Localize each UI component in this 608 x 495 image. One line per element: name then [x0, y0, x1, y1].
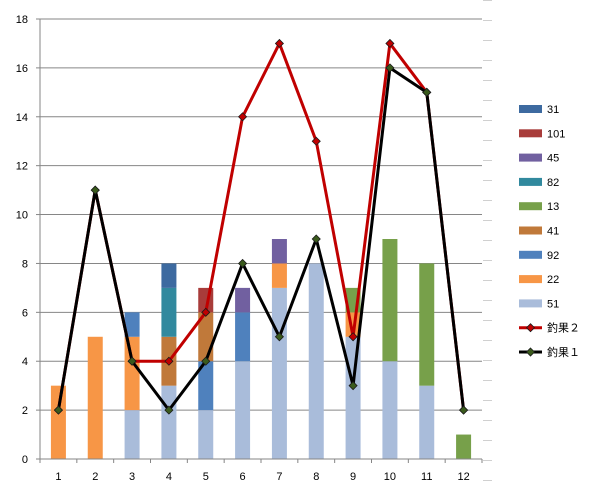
y-tick-label: 14: [16, 112, 28, 124]
y-tick-label: 18: [16, 14, 28, 26]
point-釣果１: [127, 356, 137, 366]
x-tick-label: 8: [313, 471, 319, 483]
x-tick-label: 4: [166, 471, 172, 483]
gridlines: [40, 18, 482, 411]
legend-swatch: [519, 129, 542, 138]
point-釣果２: [385, 38, 395, 49]
y-axis-ticks: 0 2 4 6 8 10 12 14 16 18: [16, 14, 28, 466]
legend: 31 101 45 82 13 41 92 22 51 釣果２ 釣果１: [519, 104, 580, 359]
y-tick-label: 8: [22, 258, 28, 270]
point-釣果２: [238, 112, 248, 122]
point-釣果２: [348, 332, 358, 342]
x-tick-label: 1: [55, 471, 61, 483]
legend-swatch: [519, 177, 542, 186]
legend-label: 101: [547, 128, 565, 140]
bar-segment-82: [161, 287, 177, 337]
bar-segment-51: [419, 385, 435, 459]
bar-segment-22: [87, 336, 103, 459]
point-釣果２: [274, 38, 284, 49]
y-tick-label: 12: [16, 161, 28, 173]
y-tick-label: 6: [22, 307, 28, 319]
y-tick-label: 4: [22, 356, 28, 368]
point-釣果１: [90, 185, 100, 195]
legend-label: 釣果１: [547, 345, 580, 359]
bar-segment-45: [235, 287, 251, 313]
bar-segment-51: [124, 410, 140, 459]
legend-label: 13: [547, 201, 559, 213]
bar-segment-51: [382, 361, 398, 459]
point-釣果２: [311, 136, 321, 146]
bar-segment-51: [308, 263, 324, 459]
x-tick-label: 3: [129, 471, 135, 483]
bar-segment-51: [161, 385, 177, 459]
x-tick-label: 9: [350, 471, 356, 483]
legend-label: 31: [547, 104, 559, 116]
x-tick-label: 10: [384, 471, 396, 483]
point-釣果１: [274, 332, 284, 342]
legend-swatch: [519, 275, 542, 284]
point-釣果１: [53, 405, 63, 415]
legend-swatch: [519, 250, 542, 259]
point-釣果１: [459, 405, 469, 415]
bar-segment-92: [124, 312, 140, 337]
bar-segment-92: [198, 361, 214, 411]
legend-label: 22: [547, 274, 559, 286]
bar-segment-22: [50, 385, 66, 459]
bar-segment-51: [235, 361, 251, 459]
point-釣果１: [422, 87, 432, 97]
y-tick-label: 2: [22, 405, 28, 417]
legend-label: 82: [547, 177, 559, 189]
legend-label: 釣果２: [547, 321, 580, 335]
legend-swatch: [519, 226, 542, 235]
spreadsheet-column-gap: [483, 0, 492, 495]
line-series: [53, 38, 469, 415]
line-釣果１: [56, 66, 466, 412]
x-tick-label: 7: [276, 471, 282, 483]
x-tick-label: 12: [457, 471, 469, 483]
axes: [36, 18, 483, 463]
x-tick-label: 11: [421, 471, 432, 483]
y-tick-label: 0: [22, 454, 28, 466]
legend-marker: [525, 323, 536, 333]
x-tick-label: 6: [240, 471, 246, 483]
legend-label: 92: [547, 250, 559, 262]
bar-segment-51: [345, 336, 361, 459]
bar-segment-22: [271, 263, 287, 288]
bar-segment-13: [382, 239, 398, 362]
bar-segment-45: [271, 239, 287, 264]
point-釣果２: [164, 356, 174, 366]
x-tick-label: 5: [203, 471, 209, 483]
legend-label: 41: [547, 226, 559, 238]
point-釣果１: [348, 381, 358, 391]
point-釣果１: [238, 258, 248, 269]
point-釣果１: [385, 63, 395, 73]
point-釣果２: [201, 307, 211, 317]
bar-segment-92: [235, 312, 251, 362]
legend-label: 51: [547, 298, 559, 310]
legend-swatch: [519, 153, 542, 162]
bar-segment-51: [198, 410, 214, 459]
point-釣果１: [201, 356, 211, 366]
point-釣果１: [311, 234, 321, 244]
point-釣果１: [164, 405, 174, 415]
y-tick-label: 16: [16, 63, 28, 75]
bar-segment-31: [161, 263, 177, 288]
y-tick-label: 10: [16, 210, 28, 222]
legend-swatch: [519, 202, 542, 211]
bar-segment-13: [419, 263, 435, 386]
legend-marker: [525, 347, 536, 357]
legend-label: 45: [547, 153, 559, 165]
x-tick-label: 2: [92, 471, 98, 483]
x-axis-ticks: 1 2 3 4 5 6 7 8 9 10 11 12: [55, 471, 469, 483]
bar-segment-22: [124, 336, 140, 411]
legend-swatch: [519, 105, 542, 113]
bar-segment-51: [271, 287, 287, 459]
bar-segment-13: [456, 434, 472, 459]
legend-swatch: [519, 299, 542, 308]
